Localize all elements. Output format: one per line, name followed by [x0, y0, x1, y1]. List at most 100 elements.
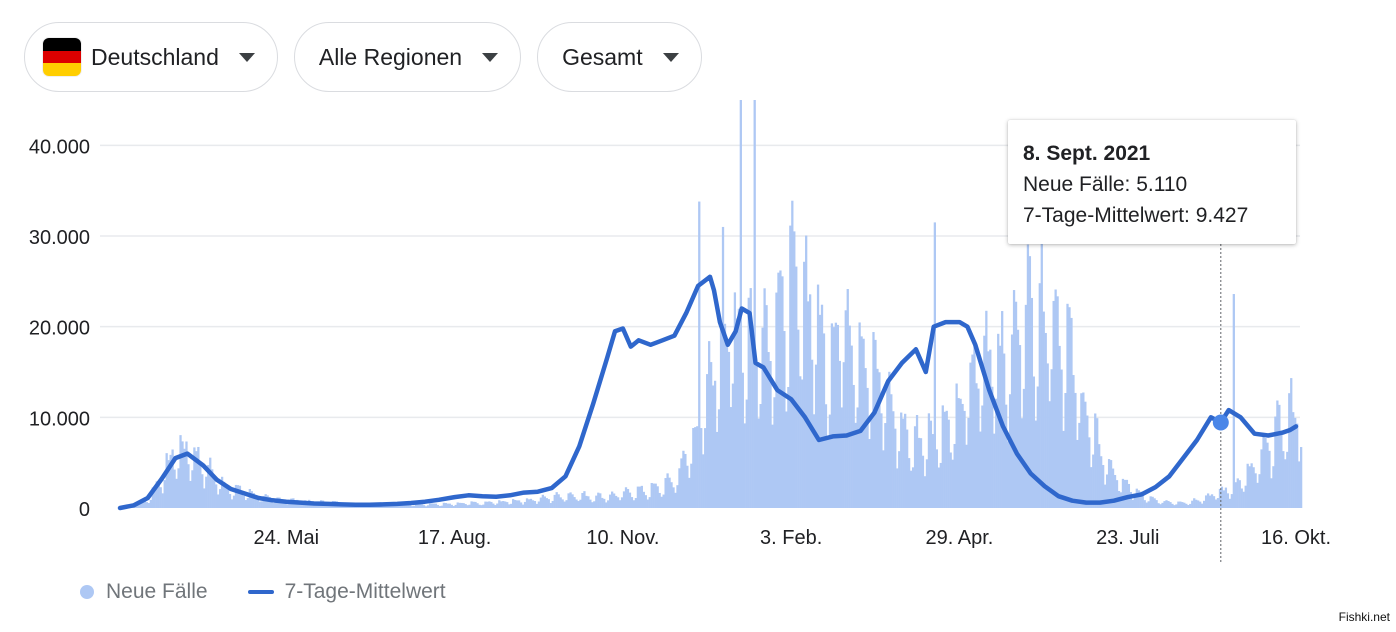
daily-case-bar: [985, 310, 988, 508]
daily-case-bar: [533, 501, 537, 508]
legend-item-new-cases[interactable]: Neue Fälle: [80, 580, 208, 604]
daily-case-bar: [143, 499, 147, 508]
daily-case-bar: [523, 501, 527, 508]
daily-case-bar: [937, 467, 940, 508]
daily-case-bar: [480, 505, 483, 508]
daily-case-bar: [399, 504, 402, 508]
x-tick-label: 23. Juli: [1096, 527, 1159, 549]
daily-case-bar: [529, 498, 533, 508]
daily-case-bar: [906, 429, 909, 508]
daily-case-bar: [260, 501, 263, 508]
daily-case-bar: [1149, 496, 1152, 508]
daily-case-bar: [913, 426, 917, 508]
daily-case-bar: [848, 325, 851, 508]
y-tick-label: 0: [79, 499, 90, 521]
daily-case-bar: [993, 433, 996, 508]
region-dropdown-label: Alle Regionen: [318, 43, 463, 70]
daily-case-bar: [876, 368, 879, 508]
daily-case-bar: [591, 502, 594, 508]
daily-case-bar: [1288, 393, 1291, 508]
daily-case-bar: [1107, 459, 1111, 508]
daily-case-bar: [636, 486, 640, 508]
daily-case-bar: [407, 503, 410, 508]
daily-case-bar: [1040, 223, 1043, 508]
daily-case-bar: [999, 345, 1002, 508]
daily-case-bar: [882, 450, 885, 508]
daily-case-bar: [593, 501, 596, 508]
daily-case-bar: [702, 454, 705, 508]
daily-case-bar: [169, 454, 172, 508]
chevron-down-icon: [238, 52, 255, 62]
daily-case-bar: [650, 482, 653, 508]
daily-case-bar: [316, 504, 319, 508]
daily-case-bar: [997, 333, 1000, 508]
daily-case-bar: [907, 458, 911, 508]
daily-case-bar: [664, 478, 667, 508]
daily-case-bar: [846, 289, 849, 508]
daily-case-bar: [250, 491, 253, 508]
daily-case-bar: [1199, 501, 1202, 508]
daily-case-bar: [931, 434, 935, 508]
daily-case-bar: [327, 505, 331, 508]
daily-case-bar: [527, 499, 531, 508]
daily-case-bar: [850, 345, 853, 508]
daily-case-bar: [1179, 501, 1182, 508]
daily-case-bar: [492, 503, 495, 508]
daily-case-bar: [183, 448, 186, 508]
daily-case-bar: [830, 323, 834, 508]
legend-item-average[interactable]: 7-Tage-Mittelwert: [247, 580, 446, 604]
daily-case-bar: [163, 480, 166, 508]
daily-case-bar: [197, 446, 200, 508]
daily-case-bar: [535, 503, 539, 508]
daily-case-bar: [422, 505, 426, 508]
daily-case-bar: [268, 496, 271, 508]
daily-case-bar: [1044, 332, 1047, 508]
daily-case-bar: [1268, 450, 1271, 508]
daily-case-bar: [860, 336, 863, 508]
daily-case-bar: [991, 386, 994, 508]
daily-case-bar: [232, 495, 236, 508]
daily-case-bar: [1028, 256, 1032, 508]
daily-case-bar: [539, 497, 543, 508]
daily-case-bar: [642, 491, 645, 508]
daily-case-bar: [498, 500, 501, 508]
daily-case-bar: [569, 492, 572, 508]
daily-case-bar: [684, 453, 687, 508]
daily-case-bar: [721, 226, 725, 508]
daily-case-bar: [1272, 466, 1275, 508]
daily-case-bar: [1157, 503, 1160, 508]
daily-case-bar: [1129, 492, 1133, 508]
chevron-down-icon: [662, 52, 679, 62]
daily-case-bar: [925, 459, 929, 508]
daily-case-bar: [1175, 504, 1178, 508]
daily-case-bar: [258, 501, 261, 508]
daily-case-bar: [706, 374, 709, 508]
daily-case-bar: [1125, 479, 1129, 508]
daily-case-bar: [870, 417, 873, 508]
daily-case-bar: [1262, 433, 1265, 508]
daily-case-bar: [179, 435, 182, 508]
daily-case-bar: [573, 497, 576, 508]
country-dropdown[interactable]: Deutschland: [24, 22, 278, 92]
daily-case-bar: [1094, 413, 1097, 508]
daily-case-bar: [567, 493, 570, 508]
x-tick-label: 16. Okt.: [1261, 527, 1331, 549]
daily-case-bar: [1066, 303, 1069, 508]
daily-case-bar: [1173, 505, 1176, 508]
daily-case-bar: [1191, 500, 1194, 508]
daily-case-bar: [963, 410, 966, 508]
seven-day-average: [117, 274, 1299, 511]
daily-case-bar: [1082, 392, 1085, 508]
measure-dropdown[interactable]: Gesamt: [537, 22, 702, 92]
daily-case-bar: [409, 505, 412, 508]
daily-case-bar: [810, 359, 814, 508]
daily-case-bar: [1074, 392, 1077, 508]
region-dropdown[interactable]: Alle Regionen: [293, 22, 522, 92]
daily-case-bar: [743, 423, 746, 508]
daily-case-bar: [1264, 437, 1267, 508]
daily-case-bar: [244, 500, 248, 508]
daily-case-bar: [135, 505, 139, 508]
flag-stripe-red: [43, 50, 81, 64]
daily-case-bar: [595, 495, 598, 508]
